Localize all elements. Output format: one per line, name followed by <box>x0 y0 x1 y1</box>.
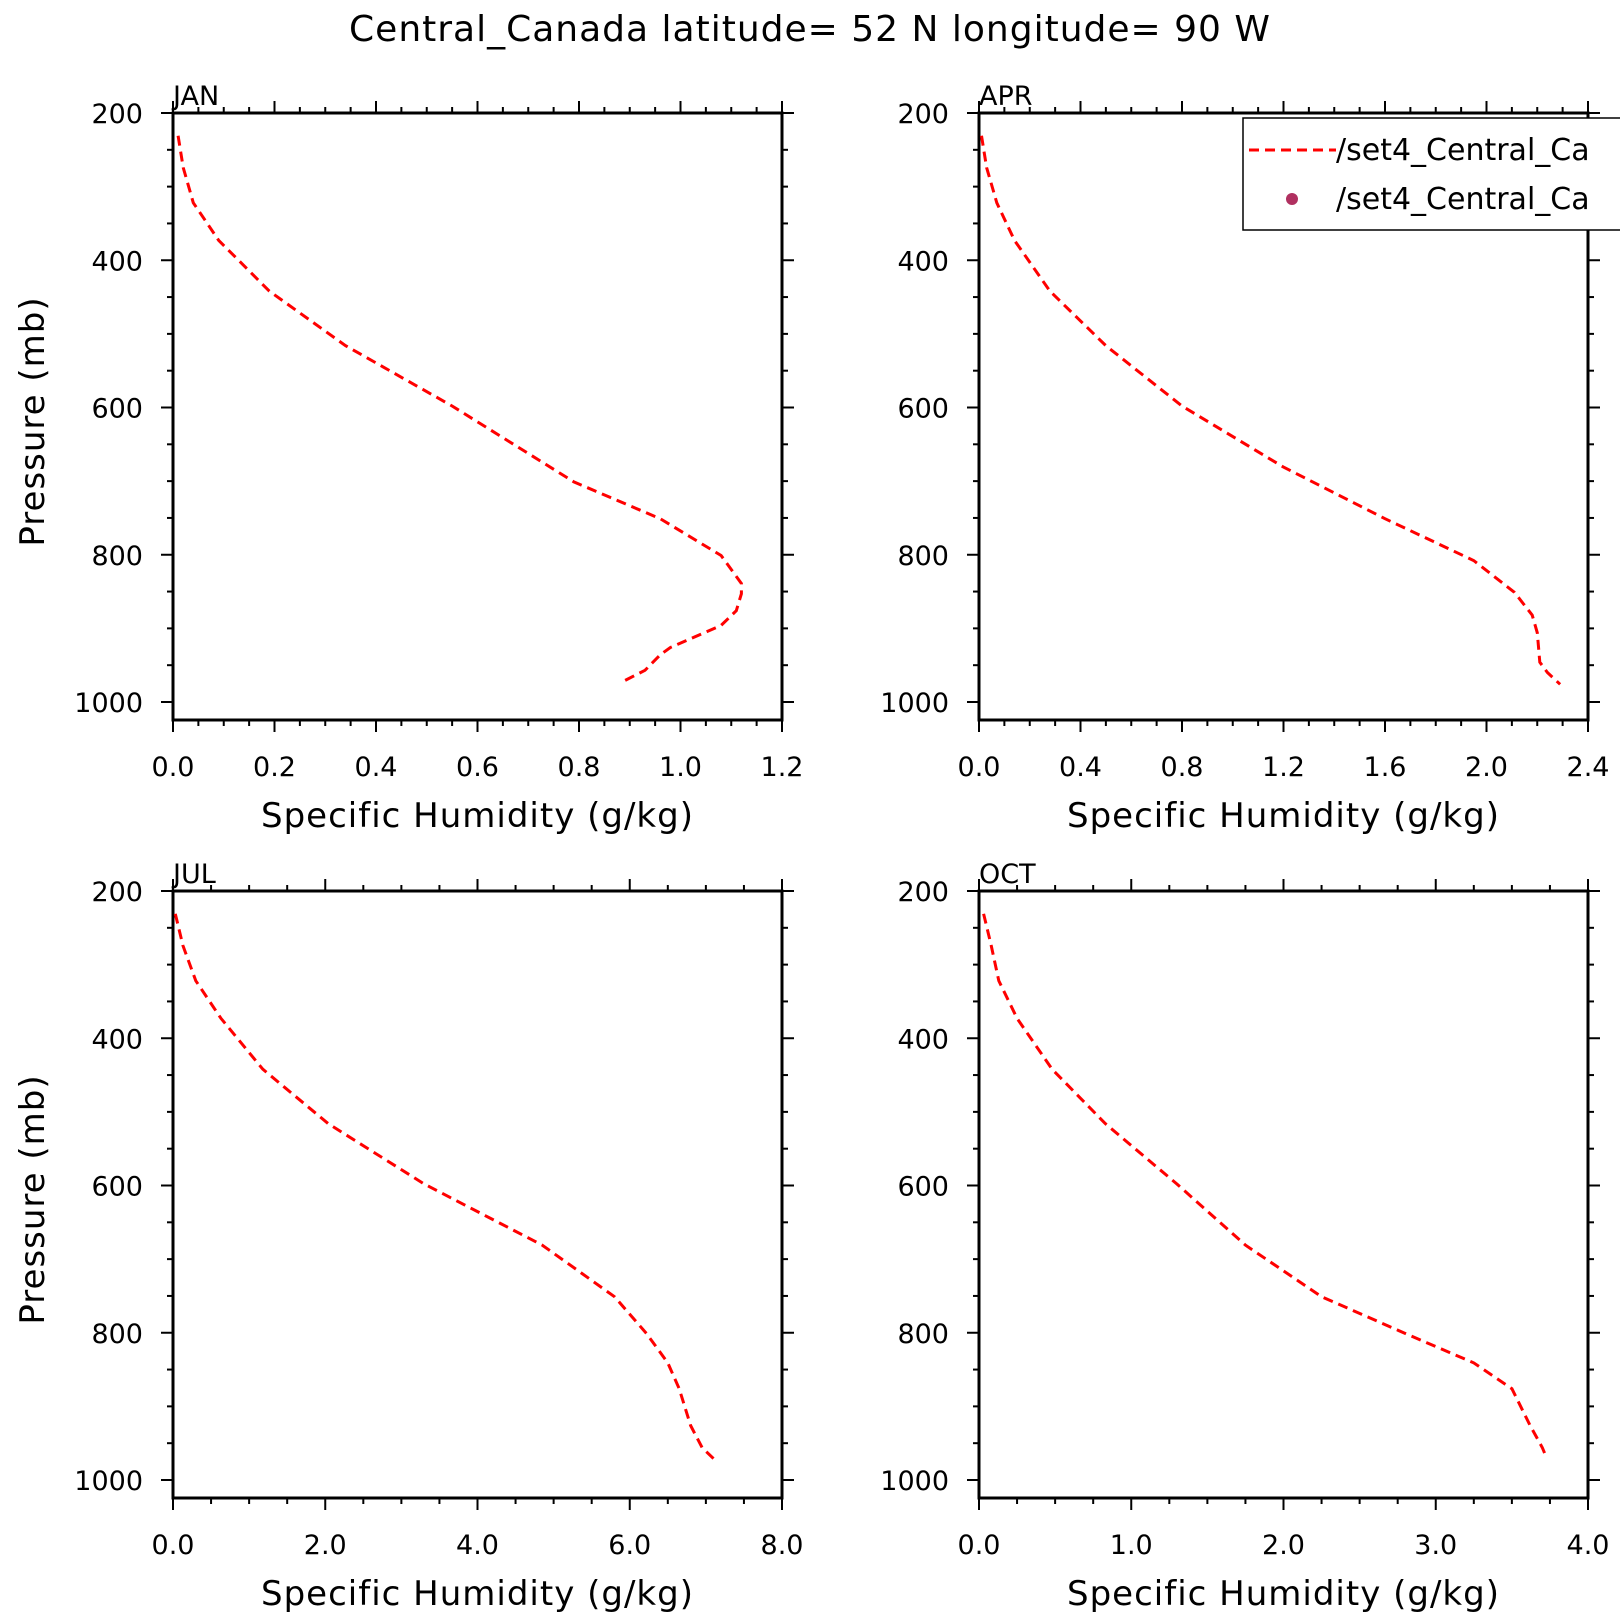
panels: JAN 0.0 0.2 0.4 0.6 0.8 1.0 1.2 200 400 600 800 1000… <box>13 81 1609 1614</box>
legend-label: /set4_Central_Ca <box>1336 133 1590 168</box>
y-tick-label: 400 <box>897 246 949 277</box>
panel-title: JAN <box>171 81 219 112</box>
x-tick-label: 0.4 <box>1059 752 1102 783</box>
x-tick-label: 1.6 <box>1364 752 1407 783</box>
x-axis-label: Specific Humidity (g/kg) <box>261 796 694 836</box>
y-tick-label: 600 <box>91 1172 143 1203</box>
series-line <box>982 913 1549 1460</box>
x-tick-label: 0.8 <box>1161 752 1204 783</box>
y-axis-label: Pressure (mb) <box>13 296 53 546</box>
x-tick-label: 1.0 <box>659 752 702 783</box>
x-tick-label: 2.0 <box>1262 1530 1305 1561</box>
x-tick-label: 0.6 <box>456 752 499 783</box>
x-tick-label: 2.0 <box>304 1530 347 1561</box>
x-tick-label: 4.0 <box>1567 1530 1610 1561</box>
x-tick-label: 4.0 <box>456 1530 499 1561</box>
x-axis-label: Specific Humidity (g/kg) <box>1067 1574 1500 1614</box>
y-tick-label: 200 <box>91 877 143 908</box>
x-tick-label: 3.0 <box>1414 1530 1457 1561</box>
y-tick-label: 600 <box>91 394 143 425</box>
x-tick-label: 2.4 <box>1567 752 1610 783</box>
y-tick-label: 600 <box>897 1172 949 1203</box>
x-tick-label: 0.4 <box>355 752 398 783</box>
panel-title: JUL <box>171 859 216 890</box>
plot-frame <box>977 889 1590 1500</box>
series-line <box>173 913 715 1460</box>
y-tick-label: 800 <box>897 1319 949 1350</box>
x-axis-label: Specific Humidity (g/kg) <box>1067 796 1500 836</box>
x-tick-label: 0.0 <box>958 752 1001 783</box>
y-tick-label: 800 <box>91 541 143 572</box>
x-tick-label: 1.2 <box>1262 752 1305 783</box>
x-tick-label: 0.2 <box>253 752 296 783</box>
series-line <box>176 135 743 682</box>
panel-title: APR <box>979 81 1033 112</box>
panel-jul: JUL 0.0 2.0 4.0 6.0 8.0 200 400 600 800 1000 Specif… <box>13 859 803 1614</box>
figure-title: Central_Canada latitude= 52 N longitude=… <box>349 9 1271 50</box>
y-tick-label: 1000 <box>74 1466 143 1497</box>
y-tick-label: 400 <box>91 1024 143 1055</box>
x-tick-label: 6.0 <box>608 1530 651 1561</box>
y-tick-label: 200 <box>91 99 143 130</box>
panel-apr: APR 0.0 0.4 0.8 1.2 1.6 2.0 2.4 200 400 600 800 1000… <box>880 81 1609 836</box>
x-tick-label: 1.2 <box>761 752 804 783</box>
plot-frame <box>171 889 784 1500</box>
y-tick-label: 800 <box>91 1319 143 1350</box>
series-line <box>980 135 1562 686</box>
x-tick-label: 0.0 <box>152 1530 195 1561</box>
panel-oct: OCT 0.0 1.0 2.0 3.0 4.0 200 400 600 800 1000 Specif… <box>880 859 1609 1614</box>
x-axis-label: Specific Humidity (g/kg) <box>261 1574 694 1614</box>
legend-label: /set4_Central_Ca <box>1336 182 1590 217</box>
plot-frame <box>171 111 784 722</box>
y-tick-label: 600 <box>897 394 949 425</box>
y-tick-label: 200 <box>897 99 949 130</box>
x-tick-label: 8.0 <box>761 1530 804 1561</box>
y-tick-label: 1000 <box>880 1466 949 1497</box>
panel-jan: JAN 0.0 0.2 0.4 0.6 0.8 1.0 1.2 200 400 600 800 1000… <box>13 81 803 836</box>
y-tick-label: 200 <box>897 877 949 908</box>
x-tick-label: 1.0 <box>1110 1530 1153 1561</box>
panel-title: OCT <box>979 859 1036 890</box>
y-tick-label: 400 <box>897 1024 949 1055</box>
x-tick-label: 0.8 <box>558 752 601 783</box>
y-tick-label: 800 <box>897 541 949 572</box>
legend-marker-swatch <box>1286 193 1298 205</box>
x-tick-label: 0.0 <box>958 1530 1001 1561</box>
y-tick-label: 1000 <box>74 688 143 719</box>
x-tick-label: 2.0 <box>1465 752 1508 783</box>
legend: /set4_Central_Ca /set4_Central_Ca <box>1242 117 1620 231</box>
legend-box <box>1242 117 1620 231</box>
y-axis-label: Pressure (mb) <box>13 1074 53 1324</box>
y-tick-label: 400 <box>91 246 143 277</box>
y-tick-label: 1000 <box>880 688 949 719</box>
x-tick-label: 0.0 <box>152 752 195 783</box>
